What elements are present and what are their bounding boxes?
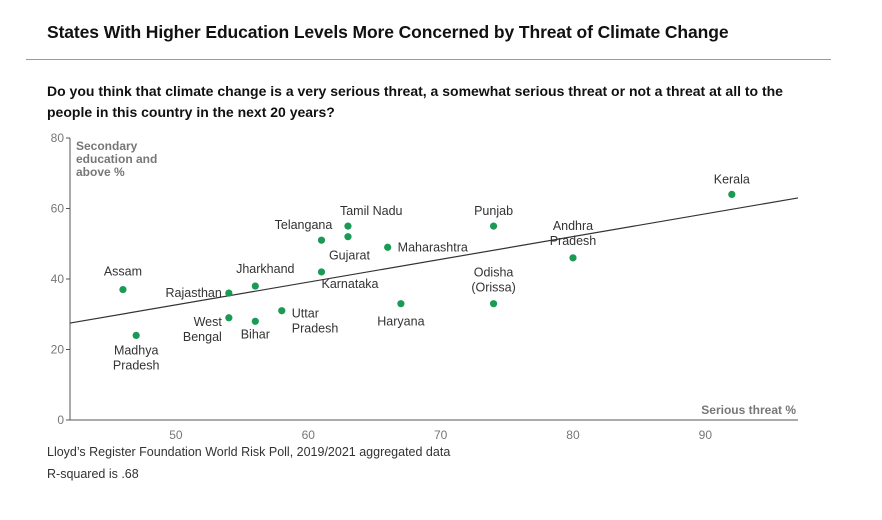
y-tick-label: 0	[57, 413, 64, 427]
data-point	[344, 222, 352, 230]
y-tick-label: 40	[51, 272, 65, 286]
data-point	[397, 300, 405, 308]
point-label: Uttar Pradesh	[292, 307, 339, 336]
x-tick-label: 50	[169, 428, 183, 442]
point-label: Kerala	[714, 172, 750, 186]
data-point	[251, 317, 259, 325]
data-point	[317, 268, 326, 276]
data-point	[132, 331, 140, 339]
data-point	[251, 282, 259, 290]
survey-question: Do you think that climate change is a ve…	[47, 83, 783, 120]
point-label: Gujarat	[329, 249, 371, 263]
point-label: Tamil Nadu	[340, 204, 403, 218]
source-note: Lloyd’s Register Foundation World Risk P…	[47, 445, 451, 459]
data-point	[225, 314, 233, 322]
data-point	[569, 254, 577, 262]
data-point	[489, 222, 498, 230]
r-squared-note: R-squared is .68	[47, 467, 139, 481]
point-label: Telangana	[275, 218, 333, 232]
point-label: Andhra Pradesh	[550, 219, 597, 248]
data-point	[728, 190, 736, 198]
data-point	[317, 236, 326, 244]
data-point	[384, 243, 392, 251]
point-label: West Bengal	[183, 315, 222, 344]
data-point	[119, 285, 127, 294]
x-tick-label: 60	[302, 428, 316, 442]
y-axis-label: Secondary education and above %	[76, 139, 157, 179]
point-label: Punjab	[474, 204, 513, 218]
y-tick-label: 60	[51, 202, 65, 216]
x-tick-label: 80	[566, 428, 580, 442]
point-label: Odisha (Orissa)	[471, 266, 515, 295]
x-tick-label: 90	[699, 428, 713, 442]
x-tick-label: 70	[434, 428, 448, 442]
data-point	[489, 300, 498, 308]
y-tick-label: 80	[51, 131, 65, 145]
data-point	[278, 307, 286, 315]
point-label: Madhya Pradesh	[113, 343, 160, 372]
point-label: Jharkhand	[236, 262, 294, 276]
point-label: Karnataka	[321, 277, 378, 291]
point-label: Maharashtra	[398, 240, 468, 254]
point-label: Assam	[104, 265, 142, 279]
x-axis-label: Serious threat %	[701, 403, 796, 417]
y-tick-label: 20	[51, 343, 65, 357]
data-point	[225, 289, 233, 297]
point-label: Bihar	[241, 327, 270, 341]
point-label: Rajasthan	[166, 286, 222, 300]
title-divider	[26, 59, 831, 60]
trend-line	[69, 197, 799, 324]
data-point	[344, 233, 352, 241]
point-label: Haryana	[377, 315, 424, 329]
chart-title: States With Higher Education Levels More…	[47, 22, 729, 42]
